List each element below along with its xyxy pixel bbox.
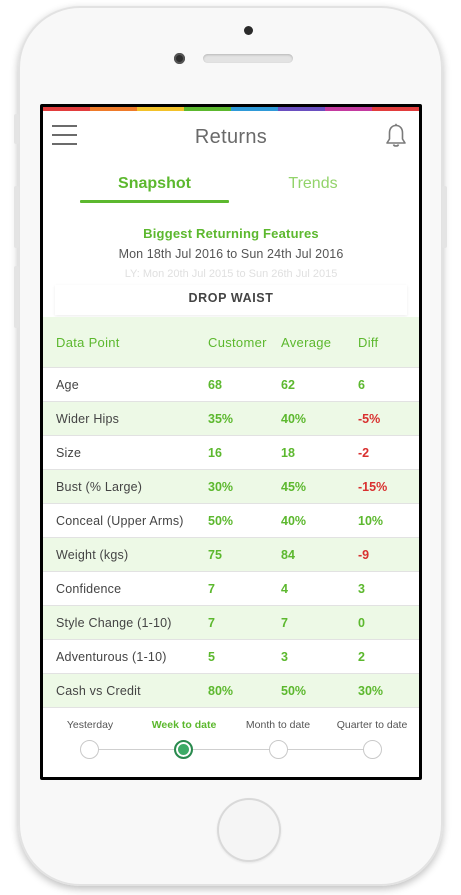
period-label-yesterday[interactable]: Yesterday	[66, 719, 114, 731]
average-value: 3	[281, 639, 358, 674]
period-label-quarter-to-date[interactable]: Quarter to date	[336, 719, 408, 731]
period-dot-quarter-to-date[interactable]	[363, 740, 382, 759]
customer-value: 75	[208, 537, 281, 572]
average-value: 62	[281, 367, 358, 402]
earpiece-speaker	[203, 54, 293, 63]
hamburger-icon[interactable]	[52, 125, 77, 145]
table-row: Cash vs Credit 80% 50% 30%	[43, 673, 419, 708]
table-row: Adventurous (1-10) 5 3 2	[43, 639, 419, 674]
row-label: Wider Hips	[43, 401, 208, 436]
row-label: Bust (% Large)	[43, 469, 208, 504]
bell-icon[interactable]	[384, 123, 408, 149]
customer-value: 80%	[208, 673, 281, 708]
column-header: Average	[281, 317, 358, 368]
app-display: Returns Snapshot Trends Biggest Returnin…	[43, 107, 419, 777]
mute-switch	[14, 114, 19, 144]
diff-value: 2	[358, 639, 419, 674]
table-row: Age 68 62 6	[43, 367, 419, 402]
column-header: Data Point	[43, 317, 208, 368]
table-row: Conceal (Upper Arms) 50% 40% 10%	[43, 503, 419, 538]
diff-value: -2	[358, 435, 419, 470]
tab-snapshot[interactable]: Snapshot	[118, 175, 191, 192]
customer-value: 35%	[208, 401, 281, 436]
period-selector: Yesterday Week to date Month to date Qua…	[43, 715, 419, 765]
top-bar: Returns	[43, 111, 419, 167]
table-row: Wider Hips 35% 40% -5%	[43, 401, 419, 436]
row-label: Weight (kgs)	[43, 537, 208, 572]
period-dot-week-to-date[interactable]	[174, 740, 193, 759]
sensor-lens	[174, 53, 185, 64]
table-row: Weight (kgs) 75 84 -9	[43, 537, 419, 572]
diff-value: -9	[358, 537, 419, 572]
diff-value: -5%	[358, 401, 419, 436]
row-label: Age	[43, 367, 208, 402]
rainbow-strip	[43, 107, 419, 111]
diff-value: -15%	[358, 469, 419, 504]
row-label: Adventurous (1-10)	[43, 639, 208, 674]
period-label-week-to-date[interactable]: Week to date	[151, 719, 217, 731]
tab-trends[interactable]: Trends	[288, 175, 338, 192]
page-title: Returns	[194, 126, 268, 148]
row-label: Size	[43, 435, 208, 470]
table-row: Size 16 18 -2	[43, 435, 419, 470]
period-dot-month-to-date[interactable]	[269, 740, 288, 759]
row-label: Cash vs Credit	[43, 673, 208, 708]
average-value: 4	[281, 571, 358, 606]
feature-name: DROP WAIST	[188, 291, 274, 305]
period-dot-yesterday[interactable]	[80, 740, 99, 759]
customer-value: 7	[208, 571, 281, 606]
average-value: 40%	[281, 401, 358, 436]
row-label: Style Change (1-10)	[43, 605, 208, 640]
data-table: Data Point Customer Average Diff Age 68 62…	[43, 317, 419, 708]
summary-heading: Biggest Returning Features	[143, 226, 319, 241]
front-camera	[244, 26, 253, 35]
diff-value: 0	[358, 605, 419, 640]
last-year-range: LY: Mon 20th Jul 2015 to Sun 26th Jul 20…	[124, 268, 338, 280]
power-button	[442, 186, 447, 248]
customer-value: 50%	[208, 503, 281, 538]
customer-value: 16	[208, 435, 281, 470]
average-value: 40%	[281, 503, 358, 538]
average-value: 18	[281, 435, 358, 470]
period-track	[88, 749, 372, 750]
average-value: 45%	[281, 469, 358, 504]
volume-up-button	[14, 186, 19, 248]
average-value: 84	[281, 537, 358, 572]
customer-value: 68	[208, 367, 281, 402]
home-button	[217, 798, 281, 862]
average-value: 50%	[281, 673, 358, 708]
diff-value: 3	[358, 571, 419, 606]
table-body: Age 68 62 6 Wider Hips 35% 40% -5% Size 16 18 -2 …	[43, 367, 419, 708]
customer-value: 7	[208, 605, 281, 640]
table-row: Style Change (1-10) 7 7 0	[43, 605, 419, 640]
table-row: Bust (% Large) 30% 45% -15%	[43, 469, 419, 504]
diff-value: 10%	[358, 503, 419, 538]
tab-bar: Snapshot Trends	[43, 175, 419, 205]
column-header: Diff	[358, 317, 419, 368]
row-label: Conceal (Upper Arms)	[43, 503, 208, 538]
diff-value: 6	[358, 367, 419, 402]
diff-value: 30%	[358, 673, 419, 708]
customer-value: 5	[208, 639, 281, 674]
column-header: Customer	[208, 317, 281, 368]
row-label: Confidence	[43, 571, 208, 606]
average-value: 7	[281, 605, 358, 640]
table-header-row: Data Point Customer Average Diff	[43, 317, 419, 368]
phone-screen: Returns Snapshot Trends Biggest Returnin…	[40, 104, 422, 780]
period-label-month-to-date[interactable]: Month to date	[245, 719, 311, 731]
volume-down-button	[14, 266, 19, 328]
table-row: Confidence 7 4 3	[43, 571, 419, 606]
active-tab-indicator	[80, 200, 229, 203]
date-range: Mon 18th Jul 2016 to Sun 24th Jul 2016	[118, 247, 344, 261]
customer-value: 30%	[208, 469, 281, 504]
